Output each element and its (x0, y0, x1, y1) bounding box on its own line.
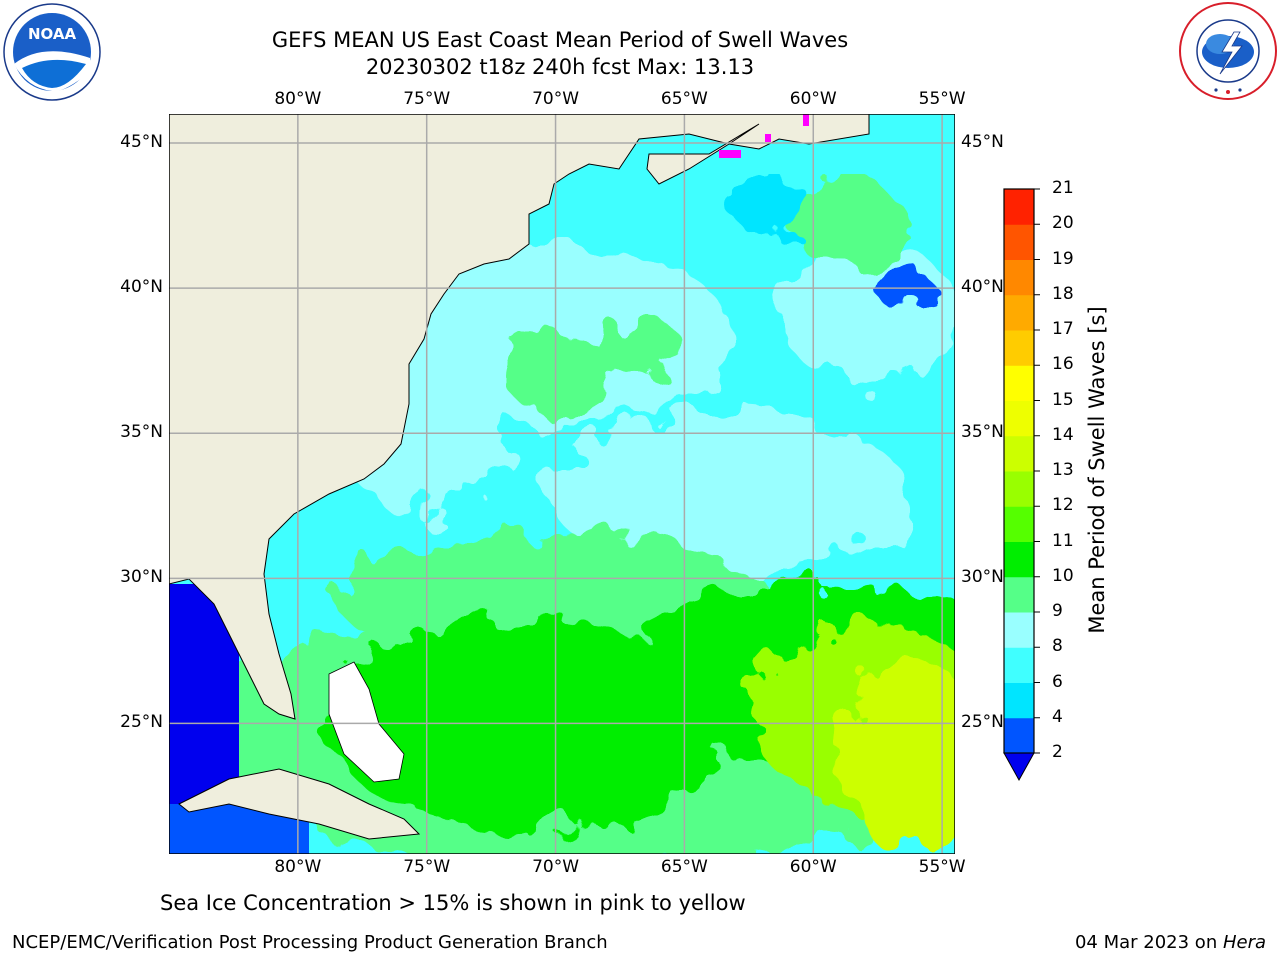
map-gridlines (169, 114, 955, 854)
colorbar-swatch (1004, 224, 1034, 260)
colorbar-swatch (1004, 612, 1034, 648)
nova-scotia-land (646, 123, 760, 185)
lat-label-right: 25°N (961, 712, 1004, 733)
colorbar-tick-label: 12 (1052, 495, 1074, 516)
colorbar-under-arrow (1003, 752, 1035, 782)
colorbar-tick-label: 21 (1052, 178, 1074, 198)
lat-label-right: 30°N (961, 567, 1004, 588)
colorbar-swatch (1004, 259, 1034, 296)
colorbar-tick-label: 20 (1052, 213, 1074, 234)
colorbar-swatch (1004, 647, 1034, 683)
national-weather-service-logo-icon (1179, 2, 1277, 100)
lat-label-right: 45°N (961, 132, 1004, 153)
lon-label-top: 70°W (532, 89, 580, 109)
colorbar-swatch (1004, 330, 1034, 366)
colorbar-swatch (1004, 682, 1034, 719)
lon-label-top: 75°W (403, 89, 451, 109)
bahamas-shoal (328, 661, 405, 783)
colorbar-tick-label: 16 (1052, 354, 1074, 375)
lon-label-top: 55°W (918, 89, 966, 109)
date-line: 04 Mar 2023 on Hera (1075, 932, 1266, 953)
lat-label-left: 40°N (120, 277, 163, 298)
map-title: GEFS MEAN US East Coast Mean Period of S… (271, 28, 849, 52)
colorbar-tick-label: 2 (1052, 742, 1063, 762)
colorbar-swatch (1004, 541, 1034, 578)
lon-label-top: 80°W (274, 89, 322, 109)
colorbar-tick-label: 11 (1052, 530, 1074, 551)
lon-label-bottom: 70°W (532, 857, 580, 877)
credit-line: NCEP/EMC/Verification Post Processing Pr… (12, 932, 608, 953)
lat-label-left: 30°N (120, 567, 163, 588)
colorbar-tick-label: 8 (1052, 636, 1063, 657)
colorbar-swatch (1004, 576, 1034, 613)
colorbar-tick-label: 17 (1052, 319, 1074, 339)
sea-ice-note: Sea Ice Concentration > 15% is shown in … (160, 891, 746, 915)
noaa-logo-icon: NOAA (3, 3, 101, 101)
lon-label-bottom: 55°W (918, 857, 966, 877)
colorbar-swatch (1004, 717, 1034, 754)
colorbar-tick-label: 19 (1052, 248, 1074, 269)
lon-label-bottom: 60°W (789, 857, 837, 877)
lat-label-left: 35°N (120, 422, 163, 443)
colorbar-swatch (1004, 189, 1034, 225)
noaa-logo-text: NOAA (28, 25, 77, 43)
colorbar-tick-label: 18 (1052, 283, 1074, 304)
colorbar-swatch (1004, 435, 1034, 472)
colorbar-tick-label: 4 (1052, 706, 1063, 727)
colorbar-tick-label: 14 (1052, 424, 1074, 445)
colorbar-tick-label: 9 (1052, 601, 1063, 621)
swell-period-map (169, 114, 955, 854)
colorbar-tick-label: 13 (1052, 460, 1074, 480)
lat-label-right: 35°N (961, 422, 1004, 443)
colorbar-tick-label: 10 (1052, 565, 1074, 586)
machine-name: Hera (1222, 932, 1266, 953)
colorbar-label: Mean Period of Swell Waves [s] (1085, 306, 1109, 634)
colorbar-swatch (1004, 294, 1034, 331)
lon-label-bottom: 75°W (403, 857, 451, 877)
lon-label-top: 65°W (660, 89, 708, 109)
lat-label-left: 25°N (120, 712, 163, 733)
colorbar-swatch (1004, 400, 1034, 437)
sea-ice-marker (803, 114, 809, 126)
map-subtitle: 20230302 t18z 240h fcst Max: 13.13 (365, 55, 755, 79)
colorbar-swatch (1004, 471, 1034, 507)
north-america-land (169, 114, 870, 720)
lat-label-right: 40°N (961, 277, 1004, 298)
lat-label-left: 45°N (120, 132, 163, 153)
colorbar-swatch (1004, 506, 1034, 542)
cuba-land (178, 768, 421, 840)
colorbar-swatch (1004, 365, 1034, 401)
sea-ice-marker (719, 150, 741, 158)
lon-label-top: 60°W (789, 89, 837, 109)
colorbar-tick-label: 15 (1052, 389, 1074, 410)
lon-label-bottom: 65°W (660, 857, 708, 877)
sea-ice-marker (765, 134, 771, 142)
colorbar-tick-label: 6 (1052, 671, 1063, 692)
date-text: 04 Mar 2023 on (1074, 932, 1223, 953)
lon-label-bottom: 80°W (274, 857, 322, 877)
colorbar (1003, 188, 1040, 782)
